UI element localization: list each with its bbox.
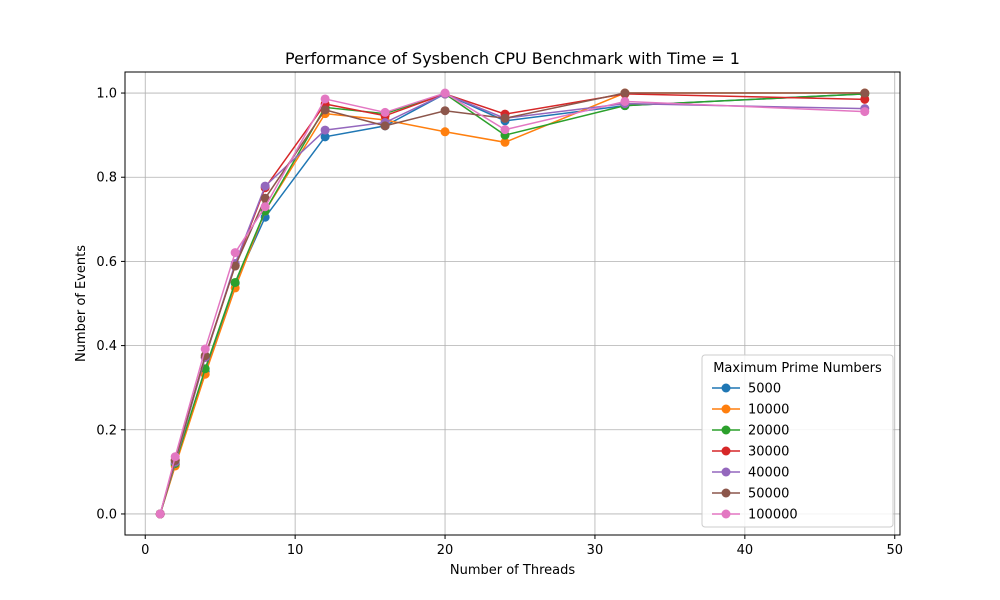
data-point	[620, 96, 630, 106]
legend-label: 20000	[748, 424, 789, 439]
legend-item: 100000	[712, 508, 798, 523]
series-100000	[155, 88, 870, 519]
legend-item: 10000	[712, 403, 789, 418]
x-tick-label: 40	[737, 543, 754, 558]
data-point	[260, 202, 270, 212]
legend: Maximum Prime Numbers 5000 10000 20000 3000…	[701, 354, 894, 528]
legend-item: 5000	[712, 382, 781, 397]
series-layer	[155, 88, 870, 519]
plot-area-frame	[124, 71, 901, 536]
grid	[125, 72, 900, 535]
legend-box	[701, 354, 894, 528]
legend-marker	[721, 446, 731, 456]
legend-label: 5000	[748, 382, 781, 397]
data-point	[440, 127, 450, 137]
data-point	[200, 344, 210, 354]
data-point	[860, 88, 870, 98]
legend-marker	[721, 383, 731, 393]
data-point	[230, 248, 240, 258]
y-tick-label: 0.6	[96, 255, 117, 270]
y-tick-label: 0.2	[96, 423, 117, 438]
legend-item: 20000	[712, 424, 789, 439]
x-tick-label: 50	[886, 543, 903, 558]
y-tick-label: 0.4	[96, 339, 117, 354]
legend-label: 40000	[748, 466, 789, 481]
legend-label: 30000	[748, 445, 789, 460]
axis-ticks: 0 10 20 30 40 50 0.0 0.2 0.4 0.6 0.8 1.0	[96, 87, 903, 558]
data-point	[500, 113, 510, 123]
data-point	[155, 509, 165, 519]
data-point	[620, 88, 630, 98]
data-point	[320, 125, 330, 135]
legend-marker	[721, 488, 731, 498]
legend-label: 10000	[748, 403, 789, 418]
x-tick-label: 20	[437, 543, 454, 558]
chart-title: Performance of Sysbench CPU Benchmark wi…	[285, 49, 740, 68]
legend-item: 50000	[712, 487, 789, 502]
legend-marker	[721, 467, 731, 477]
data-point	[320, 105, 330, 115]
data-point	[500, 137, 510, 147]
data-point	[230, 261, 240, 271]
legend-label: 50000	[748, 487, 789, 502]
legend-marker	[721, 404, 731, 414]
x-tick-label: 10	[287, 543, 304, 558]
data-point	[230, 277, 240, 287]
data-point	[860, 107, 870, 117]
data-point	[320, 132, 330, 142]
data-point	[170, 452, 180, 462]
data-point	[260, 193, 270, 203]
data-point	[380, 107, 390, 117]
legend-items: 5000 10000 20000 30000 40000 50000 100000	[712, 382, 798, 523]
y-tick-label: 1.0	[96, 87, 117, 102]
data-point	[380, 121, 390, 131]
y-tick-label: 0.0	[96, 507, 117, 522]
data-point	[260, 181, 270, 191]
legend-item: 30000	[712, 445, 789, 460]
x-axis-title: Number of Threads	[450, 563, 575, 578]
data-point	[320, 94, 330, 104]
legend-marker	[721, 509, 731, 519]
data-point	[860, 94, 870, 104]
data-point	[440, 88, 450, 98]
data-point	[500, 125, 510, 135]
x-tick-label: 30	[587, 543, 604, 558]
legend-item: 40000	[712, 466, 789, 481]
y-tick-label: 0.8	[96, 171, 117, 186]
legend-label: 100000	[748, 508, 798, 523]
y-axis-title: Number of Events	[74, 245, 89, 362]
legend-marker	[721, 425, 731, 435]
data-point	[440, 106, 450, 116]
x-tick-label: 0	[141, 543, 149, 558]
legend-title: Maximum Prime Numbers	[713, 361, 882, 376]
